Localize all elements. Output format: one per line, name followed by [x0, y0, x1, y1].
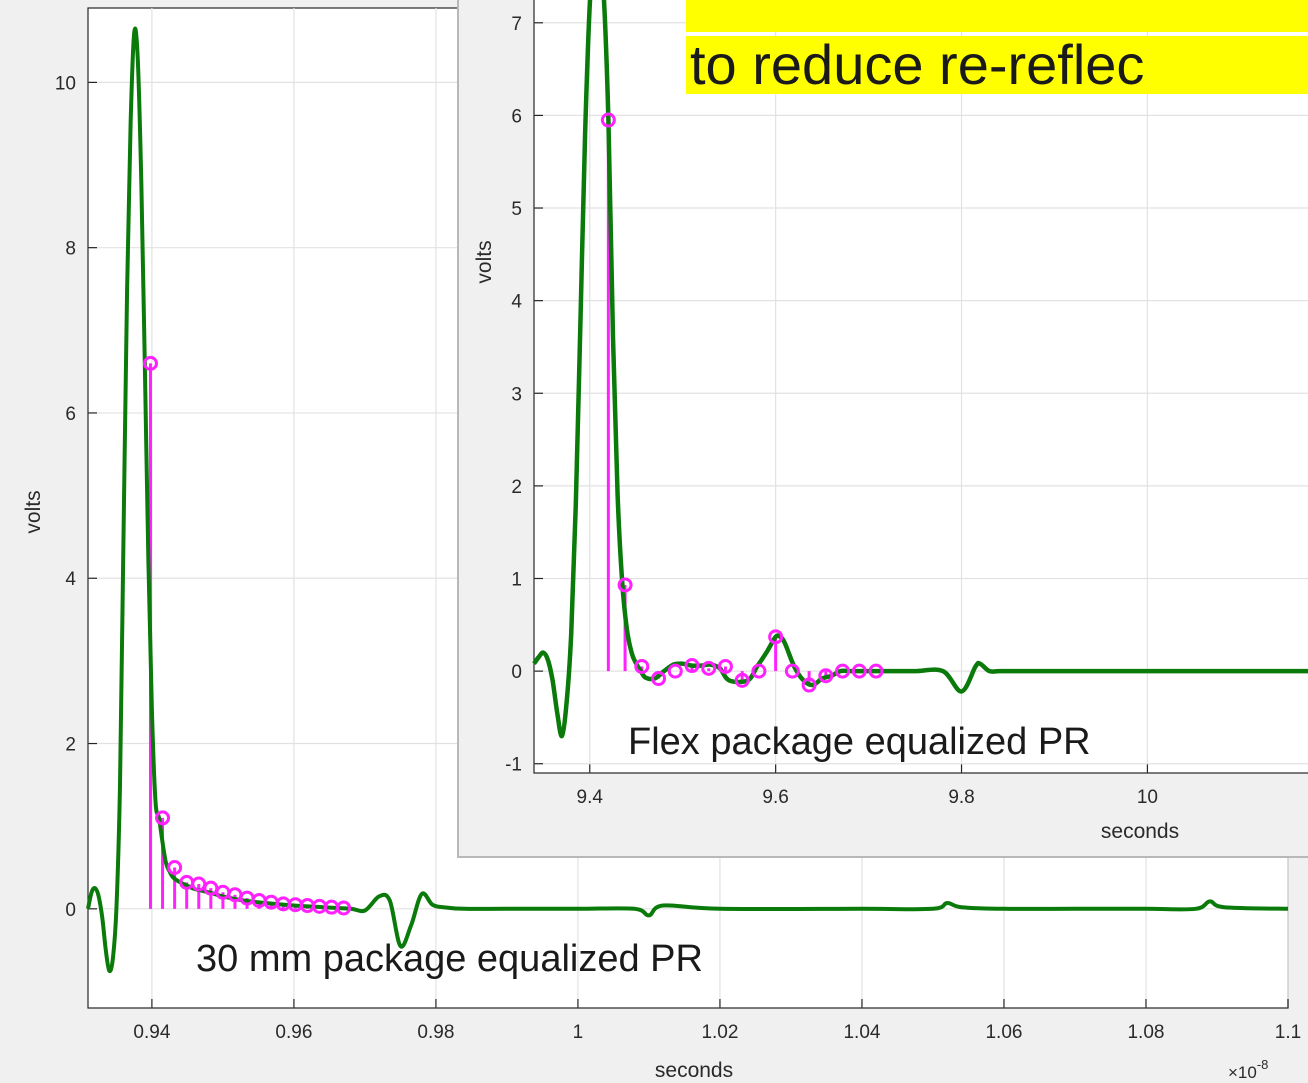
- y-tick-label: 5: [511, 199, 522, 220]
- sample-marker: [717, 658, 733, 674]
- sample-marker: [142, 355, 158, 371]
- sample-marker: [768, 629, 784, 645]
- sample-marker: [701, 660, 717, 676]
- y-tick-label: 3: [511, 384, 522, 405]
- main-x-axis-label: seconds: [655, 1059, 733, 1082]
- sample-marker: [818, 668, 834, 684]
- x-tick-label: 9.8: [948, 787, 974, 808]
- x-tick-label: 10: [1137, 787, 1158, 808]
- y-tick-label: 0: [65, 900, 76, 921]
- inset-plot-area: [533, 0, 1308, 774]
- x-tick-label: 1.08: [1127, 1022, 1164, 1043]
- y-tick-label: 4: [65, 569, 76, 590]
- sample-marker: [667, 663, 683, 679]
- x-tick-label: 0.94: [133, 1022, 170, 1043]
- y-tick-label: 4: [511, 292, 522, 313]
- x-tick-label: 9.4: [577, 787, 604, 808]
- inset-waveform-line: [532, 0, 1308, 739]
- sample-marker: [336, 900, 352, 916]
- inset-y-axis-label: volts: [473, 240, 496, 283]
- sample-marker: [634, 658, 650, 674]
- x-tick-label: 1.1: [1275, 1022, 1301, 1043]
- y-tick-label: 7: [511, 14, 522, 35]
- x-tick-label: 1: [573, 1022, 584, 1043]
- main-sample-markers: [142, 355, 352, 916]
- sample-marker: [600, 112, 616, 128]
- y-tick-label: 0: [511, 662, 522, 683]
- main-annotation: 30 mm package equalized PR: [196, 938, 703, 980]
- inset-sample-markers: [600, 112, 884, 693]
- sample-marker: [835, 663, 851, 679]
- y-tick-label: 10: [55, 73, 76, 94]
- main-x-exponent: ×10-8: [1228, 1057, 1268, 1082]
- inset-annotation: Flex package equalized PR: [628, 721, 1091, 763]
- headline-highlight-2: [686, 36, 1308, 94]
- y-tick-label: 1: [511, 570, 522, 591]
- sample-marker: [651, 671, 667, 687]
- x-tick-label: 1.04: [843, 1022, 880, 1043]
- inset-tick-labels: 9.4 9.6 9.8 10 -1 0 1 2 3 4 5 6 7: [505, 14, 1158, 808]
- x-tick-label: 1.02: [701, 1022, 738, 1043]
- sample-marker: [617, 577, 633, 593]
- y-tick-label: 6: [511, 106, 522, 127]
- y-tick-label: 6: [65, 404, 76, 425]
- x-tick-label: 0.98: [417, 1022, 454, 1043]
- inset-chart: 9.4 9.6 9.8 10 -1 0 1 2 3 4 5 6 7 volts seconds Flex…: [457, 0, 1308, 858]
- x-tick-label: 9.6: [762, 787, 788, 808]
- sample-marker: [684, 658, 700, 674]
- sample-marker: [801, 677, 817, 693]
- headline-line-2: to reduce re-reflec: [690, 33, 1144, 96]
- sample-marker: [868, 663, 884, 679]
- headline-highlight-1: [686, 0, 1308, 32]
- sample-marker: [167, 860, 183, 876]
- sample-marker: [784, 663, 800, 679]
- sample-marker: [751, 663, 767, 679]
- y-tick-label: 2: [65, 735, 76, 756]
- sample-marker: [734, 672, 750, 688]
- y-tick-label: -1: [505, 755, 522, 776]
- x-tick-label: 1.06: [985, 1022, 1022, 1043]
- main-y-axis-label: volts: [22, 490, 45, 533]
- y-tick-label: 8: [65, 239, 76, 260]
- x-tick-label: 0.96: [275, 1022, 312, 1043]
- sample-marker: [155, 810, 171, 826]
- y-tick-label: 2: [511, 477, 522, 498]
- inset-x-axis-label: seconds: [1101, 820, 1179, 843]
- sample-marker: [851, 663, 867, 679]
